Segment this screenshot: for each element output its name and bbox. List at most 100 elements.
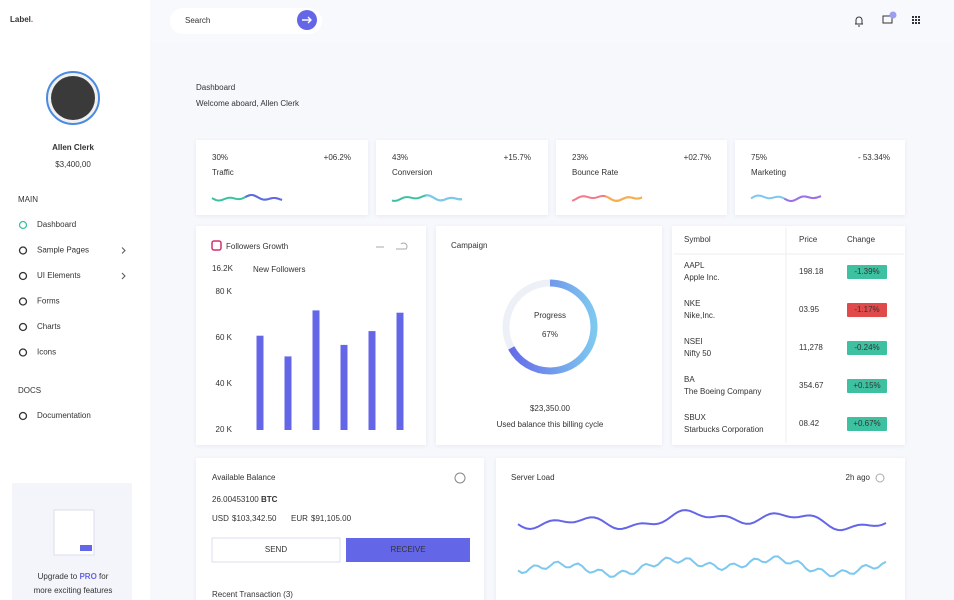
balance-amount: 26.00453100 BTC [212, 495, 278, 504]
nav-item[interactable]: Forms [37, 297, 60, 306]
stat-label: Marketing [751, 168, 786, 177]
receive-label[interactable]: RECEIVE [390, 545, 425, 554]
currency-label: EUR [291, 514, 308, 523]
stat-label: Traffic [212, 168, 234, 177]
server-line [517, 509, 887, 532]
change-badge [847, 303, 887, 317]
search-arrow [302, 16, 312, 24]
stock-change: +0.15% [853, 381, 880, 390]
stock-symbol: NKE [684, 299, 700, 308]
stock-symbol: SBUX [684, 413, 706, 422]
apps-icon[interactable] [912, 16, 920, 24]
stock-price: 03.95 [799, 305, 820, 314]
stat-change: +15.7% [504, 153, 531, 162]
chat-badge [889, 11, 897, 19]
nav-item[interactable]: Icons [37, 348, 56, 357]
change-badge [847, 265, 887, 279]
receive-button[interactable] [346, 538, 470, 562]
card-tools[interactable] [376, 242, 408, 250]
bar [284, 356, 292, 430]
campaign-amount: $23,350.00 [530, 404, 571, 413]
progress-label: Progress [534, 311, 566, 320]
stat-sparkline [211, 194, 283, 202]
stock-price: 11,278 [799, 343, 823, 352]
stocks-card [672, 226, 905, 445]
bar [340, 344, 348, 430]
bar [368, 331, 376, 430]
stat-percent: 30% [212, 153, 228, 162]
campaign-note: Used balance this billing cycle [497, 420, 604, 429]
stock-name: Apple Inc. [684, 273, 720, 282]
page-subtitle: Welcome aboard, Allen Clerk [196, 99, 300, 108]
table-header: Symbol [684, 235, 711, 244]
brand-dot: . [31, 15, 33, 24]
followers-count: 16.2K [212, 264, 234, 273]
upgrade-text-part: for [97, 572, 109, 581]
nav-icon [18, 246, 28, 255]
chat-icon[interactable] [882, 15, 893, 24]
card-title: Available Balance [212, 473, 276, 482]
stock-price: 354.67 [799, 381, 824, 390]
y-tick-label: 60 K [216, 333, 233, 342]
y-tick-label: 80 K [216, 287, 233, 296]
currency-value: $103,342.50 [232, 514, 277, 523]
card-title: Followers Growth [226, 242, 288, 251]
nav-chevron [121, 247, 126, 254]
stat-change: +06.2% [324, 153, 351, 162]
stat-label: Conversion [392, 168, 432, 177]
nav-icon [18, 322, 28, 332]
search-placeholder[interactable]: Search [185, 16, 210, 25]
server-time: 2h ago [846, 473, 871, 482]
refresh-icon[interactable] [875, 473, 885, 483]
brand-logo: Label. [10, 15, 33, 24]
balance-unit: BTC [259, 495, 278, 504]
stat-card [556, 140, 727, 215]
stock-name: The Boeing Company [684, 387, 761, 396]
table-header: Change [847, 235, 876, 244]
card-title: Campaign [451, 241, 487, 250]
bell-icon[interactable] [855, 16, 863, 27]
stat-percent: 75% [751, 153, 767, 162]
search-box[interactable] [170, 8, 322, 34]
profile-name: Allen Clerk [52, 143, 94, 152]
y-tick-label: 20 K [216, 425, 233, 434]
currency-label: USD [212, 514, 229, 523]
nav-item[interactable]: Charts [37, 322, 61, 331]
nav-icon [18, 271, 28, 281]
nav-chevron [121, 272, 126, 280]
followers-card [196, 226, 426, 445]
stat-sparkline [391, 194, 463, 202]
stock-change: -0.24% [854, 343, 879, 352]
stat-sparkline [750, 194, 822, 203]
nav-item[interactable]: Sample Pages [37, 246, 89, 255]
stock-name: Nike,Inc. [684, 311, 715, 320]
upgrade-illustration-bar [80, 545, 92, 551]
table-header: Price [799, 235, 818, 244]
stock-change: -1.39% [854, 267, 879, 276]
stat-change: +02.7% [684, 153, 711, 162]
stock-price: 08.42 [799, 419, 820, 428]
recent-link[interactable]: Recent Transaction (3) [212, 590, 293, 599]
nav-icon [18, 348, 28, 357]
nav-item[interactable]: Dashboard [37, 220, 76, 229]
instagram-icon [211, 240, 222, 251]
nav-section-title: MAIN [18, 195, 38, 204]
info-icon[interactable] [454, 472, 466, 484]
progress-ring [502, 279, 598, 375]
nav-icon [18, 297, 28, 306]
bar [256, 335, 264, 430]
stock-name: Nifty 50 [684, 349, 712, 358]
send-label[interactable]: SEND [265, 545, 287, 554]
change-badge [847, 341, 887, 355]
nav-item[interactable]: Documentation [37, 411, 91, 420]
stat-card [196, 140, 368, 215]
stock-change: +0.67% [853, 419, 880, 428]
nav-item[interactable]: UI Elements [37, 271, 81, 280]
change-badge [847, 379, 887, 393]
upgrade-text: more exciting features [34, 586, 113, 595]
stock-symbol: NSEI [684, 337, 703, 346]
profile-balance: $3,400,00 [55, 160, 91, 169]
followers-count-label: New Followers [253, 265, 305, 274]
send-button[interactable] [211, 537, 341, 563]
